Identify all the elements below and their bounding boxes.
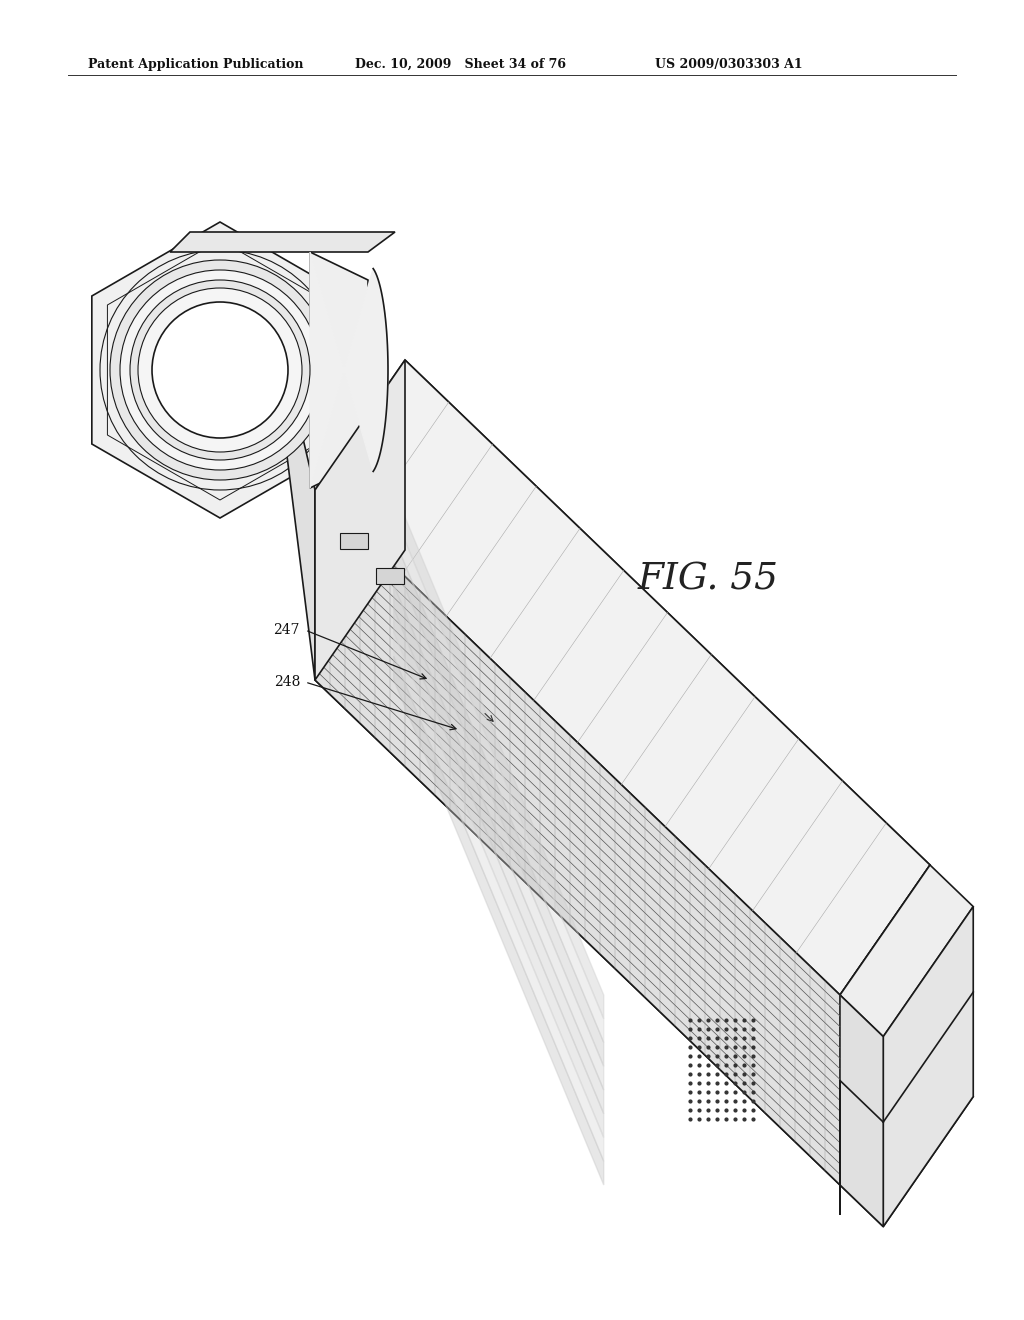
Polygon shape (310, 252, 388, 488)
Polygon shape (394, 561, 604, 1090)
Polygon shape (394, 609, 604, 1138)
Polygon shape (394, 585, 604, 1114)
Polygon shape (840, 1055, 973, 1226)
Polygon shape (840, 995, 884, 1226)
Polygon shape (376, 568, 404, 583)
Text: Dec. 10, 2009   Sheet 34 of 76: Dec. 10, 2009 Sheet 34 of 76 (355, 58, 566, 71)
Text: Patent Application Publication: Patent Application Publication (88, 58, 303, 71)
Polygon shape (170, 232, 395, 252)
Polygon shape (92, 222, 348, 517)
Circle shape (138, 288, 302, 451)
Circle shape (110, 260, 330, 480)
Polygon shape (315, 360, 406, 680)
Polygon shape (340, 532, 368, 549)
Text: FIG. 55: FIG. 55 (638, 562, 779, 598)
Text: US 2009/0303303 A1: US 2009/0303303 A1 (655, 58, 803, 71)
Polygon shape (315, 360, 930, 995)
Text: 247: 247 (273, 623, 300, 638)
Polygon shape (280, 341, 315, 680)
Polygon shape (394, 513, 604, 1043)
Polygon shape (884, 907, 973, 1226)
Polygon shape (394, 537, 604, 1067)
Polygon shape (840, 865, 973, 1036)
Polygon shape (315, 490, 840, 1185)
Polygon shape (406, 360, 930, 1055)
Polygon shape (315, 550, 930, 1185)
Polygon shape (840, 865, 930, 1185)
Circle shape (120, 271, 319, 470)
Polygon shape (394, 490, 604, 1019)
Circle shape (130, 280, 310, 459)
Polygon shape (310, 252, 368, 488)
Circle shape (152, 302, 288, 438)
Polygon shape (394, 656, 604, 1185)
Text: 248: 248 (273, 675, 300, 689)
Polygon shape (394, 632, 604, 1162)
